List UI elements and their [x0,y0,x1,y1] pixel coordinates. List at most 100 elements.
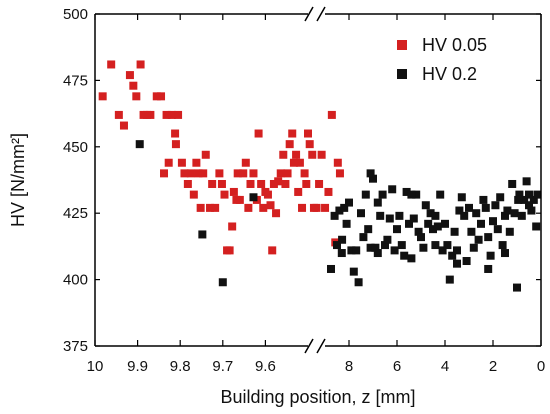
hv-0-2-point [421,201,430,210]
hv-0-2-point [533,190,542,199]
hv-0-2-point [400,251,409,260]
hv-0-2-point [385,214,394,223]
hv-0-05-point [298,203,307,212]
hv-0-2-point [340,203,349,212]
x-tick-label: 0 [537,358,545,375]
hv-0-05-point [225,246,234,255]
y-tick-label: 450 [63,139,88,156]
hv-0-05-point [246,179,255,188]
hv-0-2-point [429,225,437,234]
hv-0-2-point [135,140,144,149]
hv-0-05-point [180,169,189,178]
hv-0-2-point [460,211,469,220]
hv-0-2-point [381,241,389,250]
hv-0-05-point [206,203,215,212]
hv-0-2-point [514,195,523,204]
hv-0-2-point [513,283,521,292]
hv-0-05-point [317,150,326,159]
hv-0-2-point [352,246,361,255]
hv-0-2-point [484,233,493,242]
hv-0-2-point [445,275,454,284]
hv-0-2-point [369,174,377,183]
hv-0-2-point [424,219,433,228]
hv-0-2-point [491,201,500,210]
hv-0-2-point [357,209,365,218]
hv-0-2-point [474,235,483,244]
hv-0-2-point [333,241,341,250]
hv-0-2-point [388,185,397,194]
hv-0-05-point [107,60,116,69]
hv-0-2-point [366,243,375,252]
hv-0-05-point [292,150,301,159]
hv-0-2-point [366,169,375,178]
hv-0-2-point [378,190,387,199]
hv-0-05-point [233,169,242,178]
hv-0-2-point [484,264,493,273]
hv-0-2-point [510,209,519,218]
hv-0-05-point [321,203,330,212]
hv-0-05-point [279,150,288,159]
x-tick-label: 6 [393,358,401,375]
hv-0-05-point [285,140,294,149]
hv-0-05-point [312,203,321,212]
hv-0-05-point [335,169,344,178]
x-tick-label: 10 [87,358,104,375]
hv-0-05-point [272,209,281,218]
hv-0-2-point [438,246,447,255]
hv-0-2-point [359,233,368,242]
hv-0-05-point [162,110,171,119]
hv-0-05-point [305,140,314,149]
hv-0-2-point [515,190,524,199]
hv-0-2-point [395,211,404,220]
hv-0-05-point [217,179,226,188]
hv-0-2-point [402,187,411,196]
hv-0-2-point [525,201,533,210]
hv-0-05-point [164,158,173,167]
hv-0-2-point [373,198,382,207]
hv-0-05-point [257,179,266,188]
hv-0-2-point [505,227,514,236]
hv-0-2-point [417,233,425,242]
hv-0-05-point [315,179,324,188]
hv-0-2-point [441,219,449,228]
data-points-layer [98,60,542,292]
hv-0-2-point [335,206,344,215]
hv-0-2-point [383,235,392,244]
hv-0-2-point [390,246,399,255]
hv-0-2-point [361,190,370,199]
hv-0-05-point [189,190,198,199]
hv-0-05-point [177,158,186,167]
hv-0-05-point [269,179,278,188]
hv-0-2-point [527,206,536,215]
hv-0-2-point [347,246,356,255]
x-axis-ticks: 10 9.9 9.8 9.7 9.6 8 6 4 2 0 [87,14,545,375]
hv-0-2-point [457,193,466,202]
hv-0-05-point [333,158,342,167]
legend-label-hv-0-2: HV 0.2 [422,64,477,84]
hv-0-05-point [196,203,205,212]
legend: HV 0.05 HV 0.2 [397,35,487,84]
hv-0-05-point [125,71,134,80]
hv-0-05-point [186,169,195,178]
hv-0-05-point [129,81,138,90]
hv-0-2-point [479,195,488,204]
hv-0-05-point [239,169,248,178]
hv-0-05-point [167,110,176,119]
hv-0-05-point [263,190,272,199]
hv-0-05-point [152,92,161,101]
hv-0-2-point [453,246,461,255]
hv-0-2-point [412,190,421,199]
x-tick-label: 9.6 [255,358,276,375]
hv-0-2-point [501,249,509,258]
legend-label-hv-0-05: HV 0.05 [422,35,487,55]
hv-0-05-point [249,169,258,178]
hv-0-2-point [453,259,461,268]
x-tick-label: 8 [345,358,353,375]
hv-0-05-point [266,201,275,210]
hv-0-2-point [397,241,406,250]
hv-0-05-point [114,110,123,119]
hv-0-2-point [493,225,502,234]
hv-0-05-point [160,169,169,178]
x-tick-label: 9.9 [127,358,148,375]
x-tick-label: 4 [441,358,449,375]
